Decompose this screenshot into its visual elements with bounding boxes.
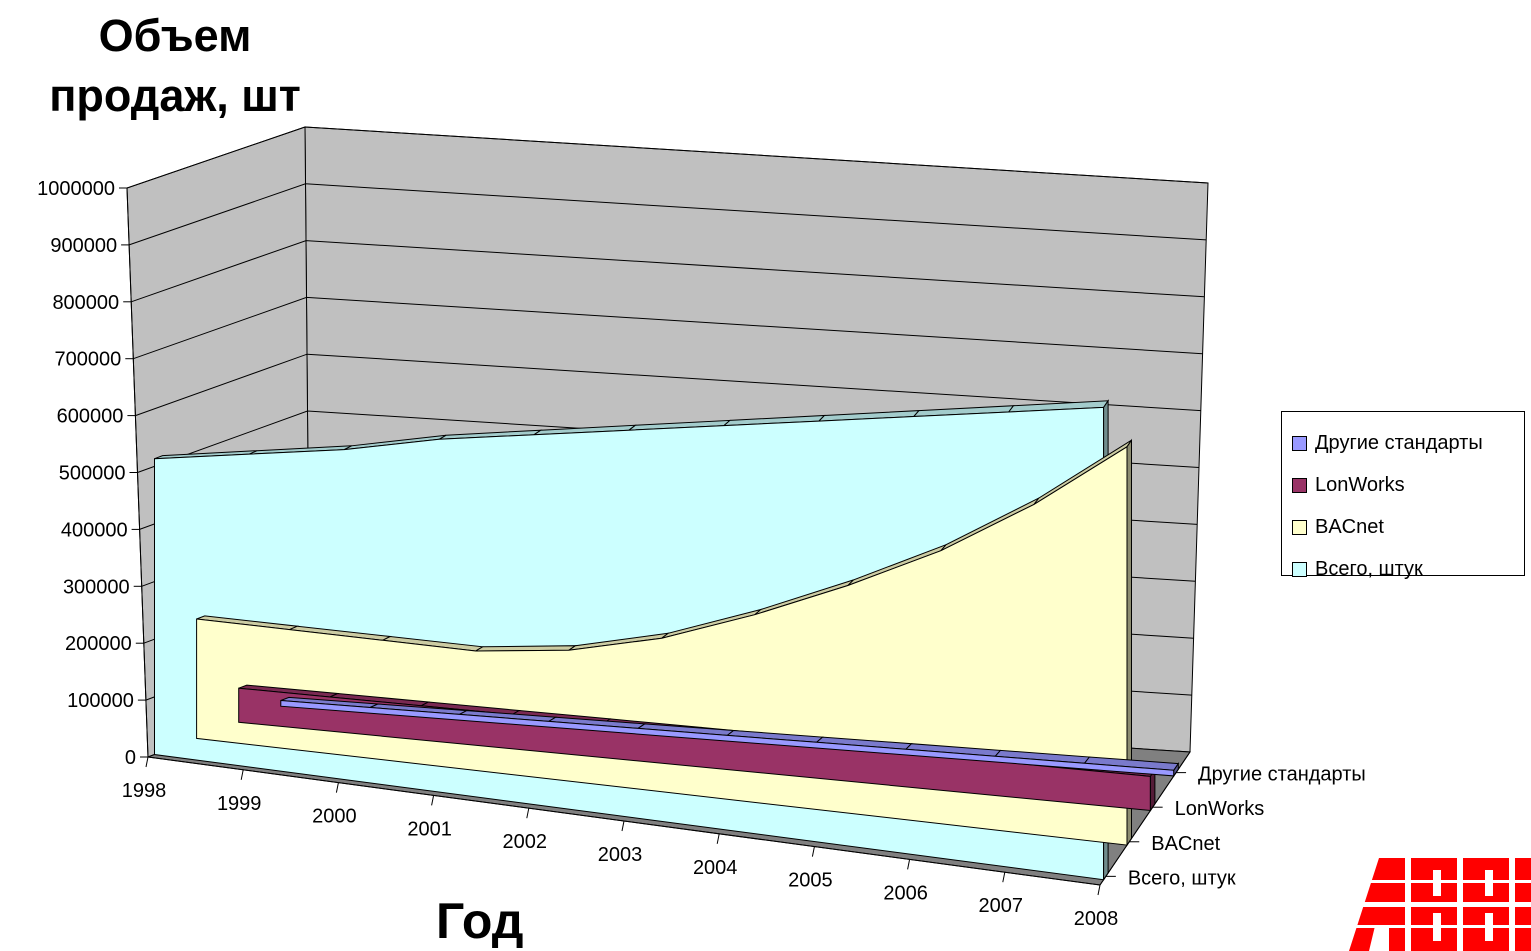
x-tick-label: 2004 bbox=[693, 857, 738, 879]
x-tick-label: 2007 bbox=[979, 895, 1024, 917]
x-tick bbox=[716, 833, 720, 844]
x-tick-label: 2008 bbox=[1074, 908, 1119, 930]
x-tick bbox=[240, 769, 244, 780]
x-axis-title: Год bbox=[436, 893, 524, 949]
x-tick bbox=[1002, 872, 1006, 883]
gridline bbox=[128, 183, 1207, 246]
gridline bbox=[135, 353, 1201, 417]
legend-item: BACnet bbox=[1282, 506, 1524, 548]
x-tick-label: 2003 bbox=[598, 844, 643, 866]
y-tick-label: 900000 bbox=[50, 235, 117, 257]
x-tick bbox=[1097, 884, 1101, 896]
gridline bbox=[126, 126, 1209, 189]
legend-label: BACnet bbox=[1315, 515, 1384, 538]
depth-tick-label: BACnet bbox=[1151, 833, 1220, 855]
x-tick-label: 2005 bbox=[788, 870, 833, 892]
depth-tick-label: Другие стандарты bbox=[1198, 764, 1366, 786]
x-tick-label: 1999 bbox=[217, 793, 262, 815]
x-tick bbox=[145, 756, 149, 768]
gridline bbox=[131, 240, 1205, 303]
y-axis-title: Объем продаж, шт bbox=[49, 10, 301, 121]
legend-swatch bbox=[1292, 435, 1307, 451]
x-tick bbox=[907, 859, 911, 870]
x-tick bbox=[431, 795, 435, 806]
legend-swatch bbox=[1292, 477, 1307, 493]
x-tick bbox=[526, 808, 530, 819]
depth-tick-label: Всего, штук bbox=[1128, 867, 1236, 889]
y-tick-label: 300000 bbox=[63, 576, 130, 598]
series-group bbox=[154, 399, 1180, 882]
depth-axis-line bbox=[1099, 751, 1191, 886]
legend-label: LonWorks bbox=[1315, 473, 1405, 496]
legend-item: Другие стандарты bbox=[1282, 422, 1524, 464]
y-tick-label: 700000 bbox=[55, 349, 122, 371]
y-tick-label: 200000 bbox=[65, 633, 132, 655]
y-tick-label: 400000 bbox=[61, 519, 128, 541]
x-tick-label: 1998 bbox=[122, 780, 167, 802]
y-tick-label: 0 bbox=[125, 747, 136, 769]
depth-axis: Всего, штук BACnet LonWorks Другие стандарт… bbox=[1099, 751, 1366, 889]
abb-logo bbox=[1349, 858, 1531, 951]
legend-label: Другие стандарты bbox=[1315, 431, 1483, 454]
y-tick-label: 600000 bbox=[57, 406, 124, 428]
y-tick-label: 1000000 bbox=[37, 178, 115, 200]
gridline bbox=[133, 296, 1203, 360]
x-tick-label: 2002 bbox=[503, 831, 548, 853]
legend-item: Всего, штук bbox=[1282, 548, 1524, 590]
legend-swatch bbox=[1292, 519, 1307, 535]
legend-item: LonWorks bbox=[1282, 464, 1524, 506]
x-tick-label: 2006 bbox=[883, 882, 928, 904]
x-tick-label: 2001 bbox=[407, 818, 452, 840]
series-1 bbox=[280, 696, 1180, 778]
x-tick-label: 2000 bbox=[312, 806, 357, 828]
x-tick bbox=[621, 820, 625, 832]
legend-swatch bbox=[1292, 561, 1307, 577]
y-tick-label: 100000 bbox=[67, 690, 134, 712]
legend-label: Всего, штук bbox=[1315, 557, 1423, 580]
depth-tick-label: LonWorks bbox=[1175, 798, 1265, 820]
x-tick bbox=[811, 846, 815, 857]
x-tick bbox=[335, 782, 339, 793]
y-tick-label: 800000 bbox=[52, 292, 119, 314]
legend: Другие стандарты LonWorks BACnet Всего, … bbox=[1281, 411, 1525, 580]
x-axis: 1998 1999 2000 2001 2002 2003 2004 2005 2006 2007… bbox=[122, 756, 1119, 930]
y-tick-label: 500000 bbox=[59, 463, 126, 485]
y-axis: 0 100000 200000 300000 400000 500000 600000 700… bbox=[37, 178, 149, 769]
